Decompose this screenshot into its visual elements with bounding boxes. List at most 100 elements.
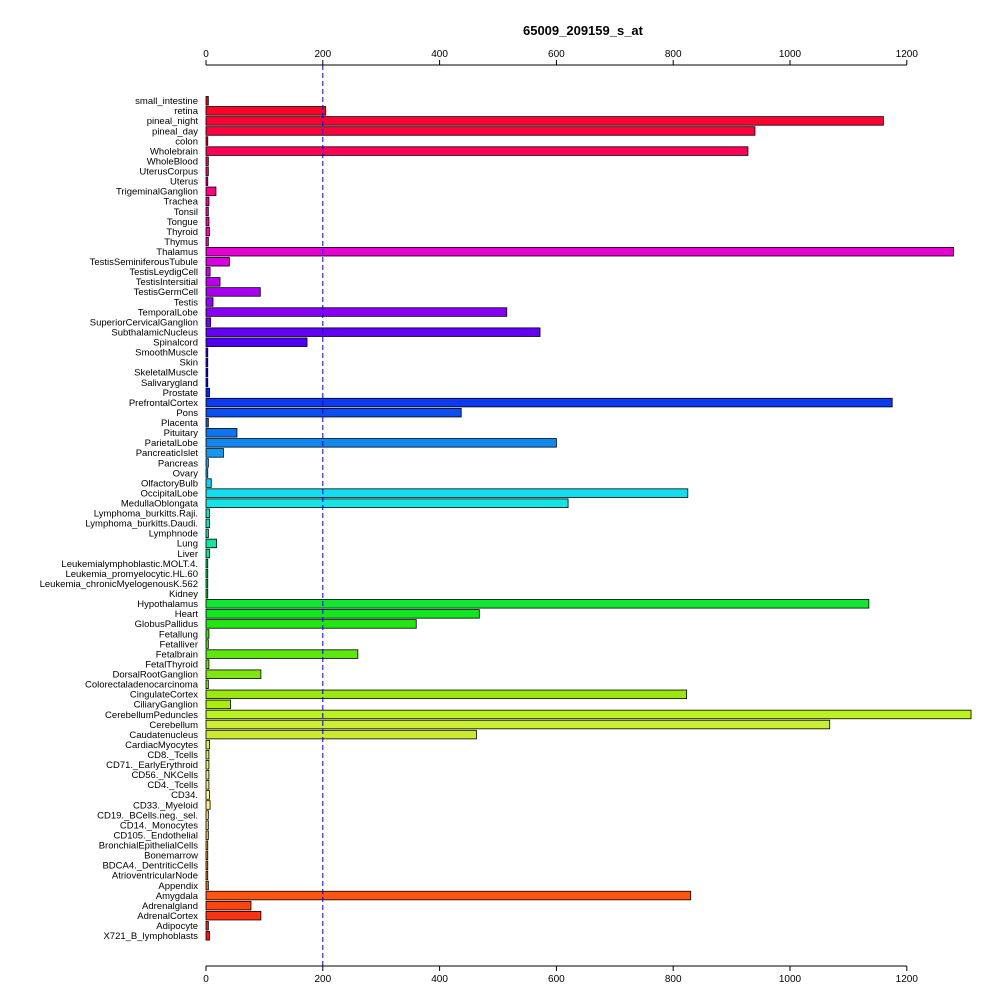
- bar: [205, 679, 209, 689]
- bar: [205, 548, 210, 559]
- category-label: Thymus: [164, 237, 198, 248]
- bar: [205, 729, 477, 740]
- bottom-tick-label: 0: [203, 974, 209, 985]
- bar: [205, 347, 209, 358]
- top-tick-label: 400: [431, 49, 448, 60]
- bar: [205, 146, 749, 156]
- bar: [205, 116, 884, 126]
- category-label: SuperiorCervicalGanglion: [90, 317, 198, 328]
- category-label: Salivarygland: [141, 378, 198, 389]
- bar: [205, 739, 210, 750]
- bar: [205, 910, 262, 921]
- bar: [205, 639, 209, 649]
- top-x-axis: 0 200 400 600 800 1000 1200: [203, 49, 919, 66]
- bar: [205, 659, 210, 669]
- category-label: TemporalLobe: [138, 307, 198, 318]
- category-label: Uterus: [170, 177, 198, 188]
- bars: [205, 96, 972, 941]
- bar: [205, 699, 231, 710]
- category-label: PancreaticIslet: [136, 448, 199, 459]
- category-label: Caudatenucleus: [129, 730, 198, 741]
- bar: [205, 709, 972, 720]
- category-label: Amygdala: [156, 891, 199, 902]
- bar: [205, 820, 209, 830]
- category-label: SkeletalMuscle: [134, 368, 198, 379]
- category-label: Bonemarrow: [144, 851, 198, 862]
- category-label: TrigeminalGanglion: [116, 187, 198, 198]
- bar: [205, 900, 252, 911]
- bar: [205, 760, 210, 770]
- category-label: Leukemialymphoblastic.MOLT.4.: [61, 559, 198, 570]
- bar: [205, 488, 689, 498]
- top-tick-label: 200: [314, 49, 331, 60]
- bar: [205, 337, 308, 347]
- bottom-tick-label: 200: [314, 974, 331, 985]
- bar: [205, 468, 209, 478]
- bar: [205, 267, 211, 277]
- category-label: Hypothalamus: [137, 599, 198, 610]
- category-label: MedullaOblongata: [121, 499, 199, 510]
- bar: [205, 206, 209, 217]
- category-label: Trachea: [164, 197, 199, 208]
- bar: [205, 257, 230, 267]
- chart-title: 65009_209159_s_at: [523, 23, 644, 38]
- top-tick-label: 800: [665, 49, 682, 60]
- bar: [205, 287, 261, 297]
- bar: [205, 528, 209, 539]
- category-label: colon: [175, 136, 198, 147]
- category-label: CD14._Monocytes: [120, 820, 198, 831]
- category-label: Colorectaladenocarcinoma: [85, 680, 199, 691]
- bar: [205, 357, 209, 368]
- category-label: Liver: [177, 549, 198, 560]
- category-label: Fetalbrain: [156, 649, 198, 660]
- bottom-tick-label: 1200: [896, 974, 919, 985]
- bar: [205, 307, 508, 317]
- bar: [205, 498, 569, 508]
- category-label: Wholebrain: [150, 146, 198, 157]
- category-label: PrefrontalCortex: [129, 398, 198, 409]
- bottom-tick-label: 400: [431, 974, 448, 985]
- bar: [205, 850, 209, 861]
- bottom-tick-label: 1000: [779, 974, 802, 985]
- top-tick-label: 1200: [896, 49, 919, 60]
- category-label: OccipitalLobe: [140, 488, 198, 499]
- bar: [205, 810, 209, 820]
- top-tick-label: 0: [203, 49, 209, 60]
- bottom-tick-label: 600: [548, 974, 565, 985]
- category-label: CD4._Tcells: [147, 780, 198, 791]
- category-label: Skin: [180, 358, 198, 369]
- bar: [205, 106, 327, 116]
- bar: [205, 568, 209, 579]
- bar: [205, 669, 262, 679]
- bar: [205, 790, 210, 800]
- category-label: GlobusPallidus: [135, 619, 199, 630]
- bar: [205, 508, 210, 518]
- category-label: TestisIntersitial: [136, 277, 198, 288]
- bar: [205, 216, 210, 227]
- bar: [205, 246, 954, 257]
- bar: [205, 780, 210, 790]
- bottom-x-axis: 0 200 400 600 800 1000 1200: [203, 965, 919, 985]
- category-label: CD34.: [171, 790, 198, 801]
- bar: [205, 921, 209, 931]
- category-label: X721_B_lymphoblasts: [103, 931, 198, 942]
- bar: [205, 96, 209, 106]
- bar: [205, 407, 462, 418]
- category-label: Lymphnode: [149, 529, 198, 540]
- category-label: CiliaryGanglion: [134, 700, 198, 711]
- bar: [205, 890, 692, 901]
- bar: [205, 649, 359, 659]
- bar: [205, 770, 210, 780]
- bar: [205, 277, 221, 287]
- category-label: TestisGermCell: [134, 287, 198, 298]
- bar: [205, 860, 209, 871]
- bar: [205, 458, 209, 468]
- bar: [205, 136, 209, 146]
- category-label: Ovary: [173, 468, 199, 479]
- category-label: pineal_day: [152, 126, 198, 137]
- bar: [205, 629, 210, 639]
- bar: [205, 428, 238, 438]
- category-label: UterusCorpus: [139, 167, 198, 178]
- bar: [205, 327, 541, 337]
- bar: [205, 538, 217, 549]
